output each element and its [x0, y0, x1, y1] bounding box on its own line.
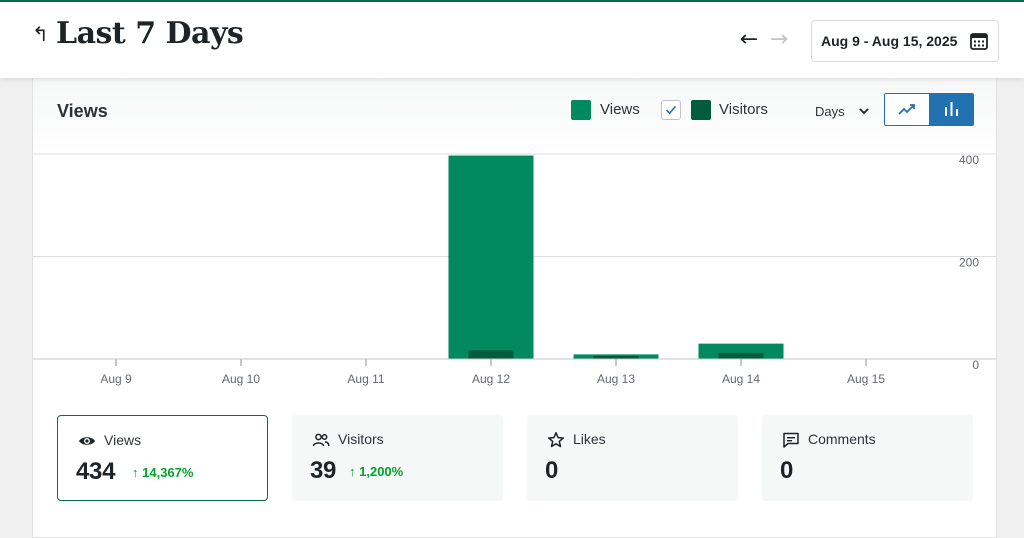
legend-views-swatch — [571, 100, 591, 120]
bar-chart-button[interactable] — [929, 94, 973, 125]
bar-chart-icon — [945, 102, 958, 116]
arrow-up-icon: ↑ — [132, 465, 143, 480]
stat-value: 0 — [545, 457, 559, 484]
views-bar-chart: 400 200 0 Aug 9 Aug 10 Aug 11 Aug 12 Aug 13 Aug … — [33, 153, 996, 386]
y-tick-label: 400 — [959, 153, 979, 167]
stat-tile-likes[interactable]: Likes 0 — [527, 415, 738, 501]
chart-title: Views — [57, 101, 108, 121]
page-header: ↰ Last 7 Days ← → Aug 9 - Aug 15, 2025 — [0, 2, 1024, 78]
page-title: Last 7 Days — [56, 16, 244, 51]
stat-value: 434 — [76, 458, 116, 485]
y-tick-label: 200 — [959, 256, 979, 270]
legend-visitors-label: Visitors — [719, 101, 768, 118]
next-period-button[interactable]: → — [769, 27, 789, 52]
x-tick-label: Aug 15 — [847, 372, 885, 386]
bar-visitors[interactable] — [593, 355, 639, 359]
arrow-up-icon: ↑ — [349, 464, 360, 479]
line-chart-button[interactable] — [885, 94, 929, 125]
calendar-icon — [970, 33, 988, 50]
stat-label: Comments — [808, 431, 876, 447]
stat-tile-visitors[interactable]: Visitors 39 ↑ 1,200% — [292, 415, 503, 501]
star-icon — [548, 432, 564, 448]
visitors-toggle-checkbox[interactable] — [661, 100, 681, 120]
eye-icon — [79, 437, 95, 445]
trending-up-icon — [898, 104, 915, 115]
comment-icon — [783, 432, 799, 448]
period-label: Days — [815, 104, 845, 119]
date-range-picker[interactable]: Aug 9 - Aug 15, 2025 — [811, 20, 999, 62]
bar-visitors[interactable] — [468, 350, 514, 359]
x-tick-label: Aug 13 — [597, 372, 635, 386]
legend-visitors-swatch — [691, 100, 711, 120]
chevron-down-icon — [859, 108, 869, 115]
y-tick-label: 0 — [972, 358, 979, 372]
stat-delta: ↑ 14,367% — [132, 465, 194, 480]
chart-type-toggle — [884, 93, 974, 126]
top-accent-strip — [0, 0, 1024, 2]
chart-header: Views Views Visitors Days — [33, 78, 996, 154]
date-range-label: Aug 9 - Aug 15, 2025 — [821, 33, 958, 49]
legend-views-label: Views — [600, 101, 640, 118]
stat-label: Likes — [573, 431, 606, 447]
stat-value: 39 — [310, 457, 337, 484]
checkmark-icon — [665, 105, 677, 115]
x-tick-label: Aug 9 — [100, 372, 132, 386]
period-select[interactable]: Days — [815, 102, 875, 122]
back-arrow-icon[interactable]: ↰ — [32, 22, 49, 46]
stat-tile-comments[interactable]: Comments 0 — [762, 415, 973, 501]
stat-delta: ↑ 1,200% — [349, 464, 404, 479]
x-tick-label: Aug 14 — [722, 372, 760, 386]
previous-period-button[interactable]: ← — [739, 27, 759, 52]
people-icon — [312, 433, 330, 447]
x-tick-label: Aug 11 — [347, 372, 384, 386]
stat-label: Visitors — [338, 431, 384, 447]
x-tick-label: Aug 10 — [222, 372, 260, 386]
stat-value: 0 — [780, 457, 794, 484]
x-tick-label: Aug 12 — [472, 372, 510, 386]
stats-card: Views Views Visitors Days — [32, 78, 997, 538]
bar-views[interactable] — [448, 155, 534, 359]
bar-visitors[interactable] — [718, 352, 764, 359]
stat-label: Views — [104, 432, 142, 448]
stat-tile-views[interactable]: Views 434 ↑ 14,367% — [57, 415, 268, 501]
